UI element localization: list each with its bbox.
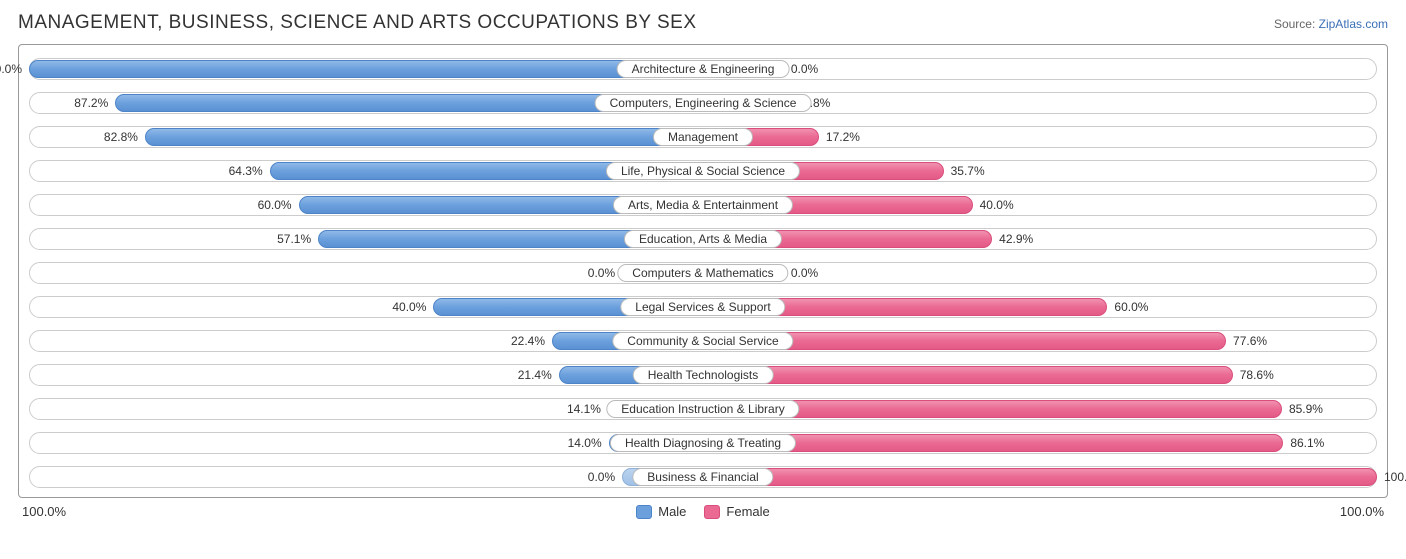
category-label: Computers, Engineering & Science bbox=[595, 94, 812, 112]
male-half: 0.0% bbox=[29, 465, 703, 489]
chart-source: Source: ZipAtlas.com bbox=[1274, 17, 1388, 31]
axis-label-right: 100.0% bbox=[1340, 504, 1384, 519]
axis-label-left: 100.0% bbox=[22, 504, 66, 519]
female-value-label: 60.0% bbox=[1114, 300, 1148, 314]
male-value-label: 87.2% bbox=[74, 96, 108, 110]
female-half: 100.0% bbox=[703, 465, 1377, 489]
source-prefix: Source: bbox=[1274, 17, 1319, 31]
male-value-label: 64.3% bbox=[229, 164, 263, 178]
category-label: Life, Physical & Social Science bbox=[606, 162, 800, 180]
category-label: Community & Social Service bbox=[612, 332, 793, 350]
category-label: Computers & Mathematics bbox=[617, 264, 788, 282]
female-value-label: 100.0% bbox=[1384, 470, 1406, 484]
male-value-label: 57.1% bbox=[277, 232, 311, 246]
female-half: 60.0% bbox=[703, 295, 1377, 319]
female-half: 35.7% bbox=[703, 159, 1377, 183]
legend-label-female: Female bbox=[726, 504, 769, 519]
legend-item-female: Female bbox=[704, 504, 769, 519]
source-link[interactable]: ZipAtlas.com bbox=[1319, 17, 1388, 31]
male-half: 100.0% bbox=[29, 57, 703, 81]
legend-item-male: Male bbox=[636, 504, 686, 519]
female-half: 17.2% bbox=[703, 125, 1377, 149]
male-value-label: 14.0% bbox=[568, 436, 602, 450]
male-half: 14.1% bbox=[29, 397, 703, 421]
swatch-male-icon bbox=[636, 505, 652, 519]
female-value-label: 86.1% bbox=[1290, 436, 1324, 450]
category-label: Management bbox=[653, 128, 753, 146]
male-value-label: 40.0% bbox=[392, 300, 426, 314]
chart-row: 0.0% 100.0%Business & Financial bbox=[29, 465, 1377, 489]
chart-row: 14.1% 85.9% Education Instruction & Librar… bbox=[29, 397, 1377, 421]
female-value-label: 17.2% bbox=[826, 130, 860, 144]
chart-row: 100.0% 0.0%Architecture & Engineering bbox=[29, 57, 1377, 81]
female-half: 78.6% bbox=[703, 363, 1377, 387]
chart-row: 57.1% 42.9% Education, Arts & Media bbox=[29, 227, 1377, 251]
male-bar: 100.0% bbox=[29, 60, 703, 78]
male-value-label: 14.1% bbox=[567, 402, 601, 416]
chart-row: 40.0% 60.0% Legal Services & Support bbox=[29, 295, 1377, 319]
female-value-label: 78.6% bbox=[1240, 368, 1274, 382]
male-half: 57.1% bbox=[29, 227, 703, 251]
legend-label-male: Male bbox=[658, 504, 686, 519]
male-half: 40.0% bbox=[29, 295, 703, 319]
chart-footer: 100.0% Male Female 100.0% bbox=[18, 504, 1388, 519]
swatch-female-icon bbox=[704, 505, 720, 519]
female-half: 0.0% bbox=[703, 261, 1377, 285]
chart-row: 14.0% 86.1% Health Diagnosing & Treating bbox=[29, 431, 1377, 455]
female-value-label: 40.0% bbox=[980, 198, 1014, 212]
category-label: Education, Arts & Media bbox=[624, 230, 782, 248]
male-value-label: 100.0% bbox=[0, 62, 22, 76]
category-label: Arts, Media & Entertainment bbox=[613, 196, 793, 214]
chart-row: 21.4%78.6%Health Technologists bbox=[29, 363, 1377, 387]
female-half: 77.6% bbox=[703, 329, 1377, 353]
chart-row: 22.4% 77.6% Community & Social Service bbox=[29, 329, 1377, 353]
male-half: 22.4% bbox=[29, 329, 703, 353]
female-value-label: 35.7% bbox=[951, 164, 985, 178]
female-half: 85.9% bbox=[703, 397, 1377, 421]
female-bar: 78.6% bbox=[703, 366, 1233, 384]
chart-row: 82.8% 17.2% Management bbox=[29, 125, 1377, 149]
category-label: Legal Services & Support bbox=[620, 298, 785, 316]
male-half: 21.4% bbox=[29, 363, 703, 387]
female-value-label: 0.0% bbox=[791, 62, 818, 76]
male-half: 82.8% bbox=[29, 125, 703, 149]
legend: Male Female bbox=[636, 504, 770, 519]
male-half: 60.0% bbox=[29, 193, 703, 217]
category-label: Health Diagnosing & Treating bbox=[610, 434, 796, 452]
male-value-label: 0.0% bbox=[588, 470, 615, 484]
female-value-label: 0.0% bbox=[791, 266, 818, 280]
female-half: 40.0% bbox=[703, 193, 1377, 217]
category-label: Business & Financial bbox=[632, 468, 773, 486]
chart-area: 100.0%0.0%Architecture & Engineering87.2… bbox=[18, 44, 1388, 498]
chart-row: 64.3% 35.7% Life, Physical & Social Scienc… bbox=[29, 159, 1377, 183]
female-value-label: 77.6% bbox=[1233, 334, 1267, 348]
chart-title: MANAGEMENT, BUSINESS, SCIENCE AND ARTS O… bbox=[18, 12, 697, 34]
female-half: 86.1% bbox=[703, 431, 1377, 455]
chart-row: 60.0% 40.0% Arts, Media & Entertainment bbox=[29, 193, 1377, 217]
male-half: 64.3% bbox=[29, 159, 703, 183]
male-value-label: 0.0% bbox=[588, 266, 615, 280]
male-half: 0.0% bbox=[29, 261, 703, 285]
category-label: Architecture & Engineering bbox=[617, 60, 790, 78]
female-half: 42.9% bbox=[703, 227, 1377, 251]
female-value-label: 42.9% bbox=[999, 232, 1033, 246]
male-value-label: 21.4% bbox=[518, 368, 552, 382]
female-half: 0.0% bbox=[703, 57, 1377, 81]
male-value-label: 60.0% bbox=[258, 198, 292, 212]
category-label: Education Instruction & Library bbox=[606, 400, 799, 418]
male-value-label: 22.4% bbox=[511, 334, 545, 348]
male-half: 14.0% bbox=[29, 431, 703, 455]
chart-row: 0.0% 0.0%Computers & Mathematics bbox=[29, 261, 1377, 285]
female-value-label: 85.9% bbox=[1289, 402, 1323, 416]
male-bar: 82.8% bbox=[145, 128, 703, 146]
chart-row: 87.2%12.8%Computers, Engineering & Scien… bbox=[29, 91, 1377, 115]
chart-header: MANAGEMENT, BUSINESS, SCIENCE AND ARTS O… bbox=[18, 12, 1388, 34]
male-value-label: 82.8% bbox=[104, 130, 138, 144]
female-bar: 100.0% bbox=[703, 468, 1377, 486]
category-label: Health Technologists bbox=[633, 366, 774, 384]
